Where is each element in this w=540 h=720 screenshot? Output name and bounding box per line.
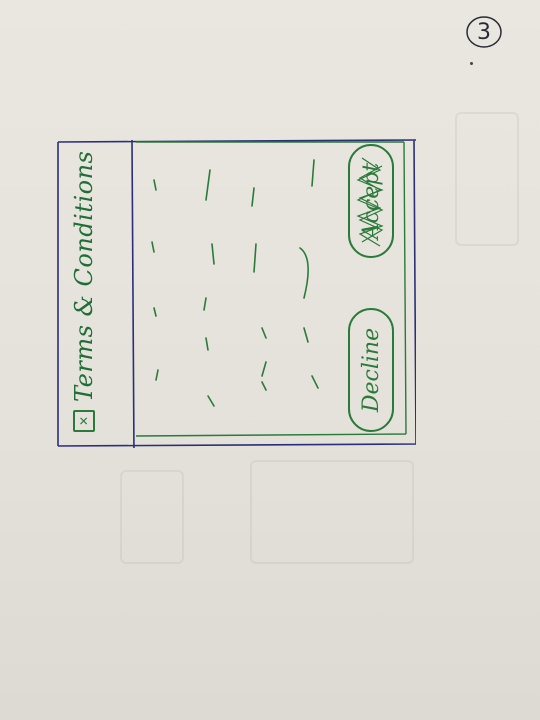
phone-frame-sketch: ✕ Terms & Conditions Decline Accept xyxy=(56,138,416,448)
frame-lines xyxy=(57,139,416,448)
accept-button[interactable]: Accept xyxy=(348,144,394,258)
page-number: 3 xyxy=(464,12,504,52)
circle-icon xyxy=(466,16,502,48)
background-ghost-3 xyxy=(120,470,184,564)
page-number-label: 3 xyxy=(477,19,491,45)
checkbox-icon[interactable]: ✕ xyxy=(73,410,95,432)
decline-button[interactable]: Decline xyxy=(348,308,394,432)
pen-dot xyxy=(470,62,473,65)
dialog-header: ✕ Terms & Conditions xyxy=(64,138,104,448)
scribble-overlay-icon xyxy=(356,157,384,247)
background-ghost-2 xyxy=(250,460,414,564)
accept-button-label: Accept xyxy=(358,162,384,240)
dialog-content: ✕ Terms & Conditions Decline Accept xyxy=(56,138,416,448)
background-ghost-1 xyxy=(455,112,519,246)
dialog-title: Terms & Conditions xyxy=(70,150,98,402)
